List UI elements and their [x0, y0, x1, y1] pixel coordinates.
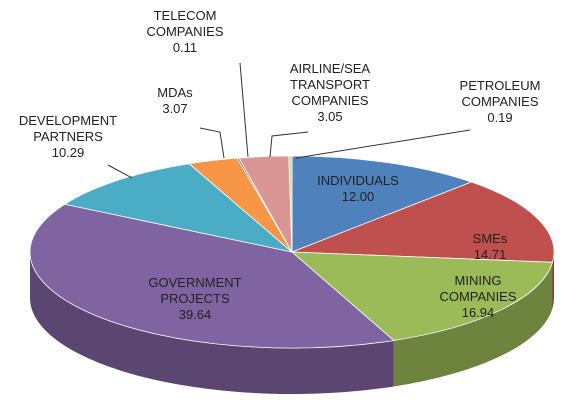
- value-label: 0.19: [487, 110, 512, 125]
- slice: [290, 251, 554, 341]
- label-line: SMEs: [473, 231, 508, 246]
- value-label: 3.07: [162, 101, 187, 116]
- leader-line: [199, 127, 225, 159]
- slice: [63, 163, 293, 253]
- slice: [29, 203, 395, 349]
- slice-side: [393, 262, 553, 387]
- label-line: COMPANIES: [291, 93, 368, 108]
- label-line: COMPANIES: [439, 289, 516, 304]
- slice-label: MINING COMPANIES: [439, 273, 516, 304]
- slice-label: MDAs: [157, 85, 193, 100]
- slice-label: SMEs: [473, 231, 508, 246]
- label-line: INDIVIDUALS: [317, 173, 399, 188]
- slice-side: [552, 252, 554, 309]
- value-label: 10.29: [52, 145, 85, 160]
- label-line: GOVERNMENT: [148, 275, 241, 290]
- label-line: MINING: [455, 273, 502, 288]
- label-line: PARTNERS: [33, 129, 103, 144]
- slice-label: TELECOM COMPANIES: [146, 8, 223, 39]
- slice-label: AIRLINE/SEA TRANSPORT COMPANIES: [290, 61, 371, 108]
- label-line: DEVELOPMENT: [19, 113, 117, 128]
- label-line: PETROLEUM: [460, 78, 541, 93]
- value-label: 14.71: [474, 247, 507, 262]
- value-label: 3.05: [317, 109, 342, 124]
- value-label: 0.11: [173, 40, 197, 55]
- slice-label: INDIVIDUALS: [317, 173, 399, 188]
- label-line: TELECOM: [154, 8, 217, 23]
- leader-line: [239, 62, 249, 158]
- value-label: 12.00: [342, 189, 375, 204]
- label-line: AIRLINE/SEA: [290, 61, 371, 76]
- label-line: PROJECTS: [160, 291, 230, 306]
- label-line: COMPANIES: [461, 94, 538, 109]
- slice-label: DEVELOPMENT PARTNERS: [19, 113, 117, 144]
- leader-line: [269, 131, 309, 158]
- value-label: 16.94: [462, 305, 495, 320]
- slice-label: PETROLEUM COMPANIES: [460, 78, 541, 109]
- label-line: COMPANIES: [146, 24, 223, 39]
- leader-line: [107, 164, 133, 179]
- slice-label: GOVERNMENT PROJECTS: [148, 275, 241, 306]
- leader-line: [295, 129, 471, 159]
- slice-side: [30, 252, 394, 395]
- slice: [291, 181, 555, 263]
- value-label: 39.64: [179, 307, 212, 322]
- label-line: MDAs: [157, 85, 193, 100]
- label-line: TRANSPORT: [290, 77, 370, 92]
- slice: [288, 155, 293, 253]
